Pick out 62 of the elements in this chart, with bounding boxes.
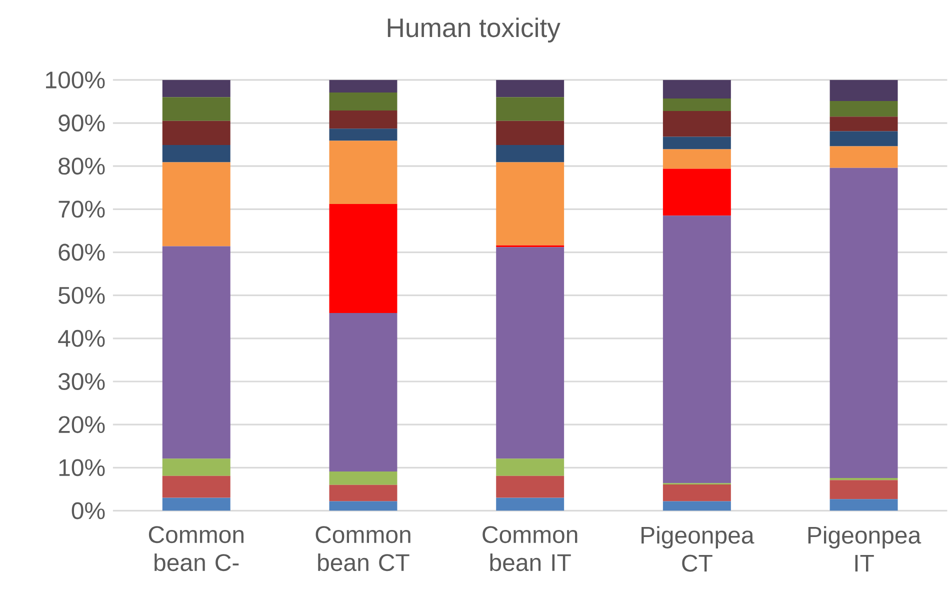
y-tick-label: 30% <box>58 373 105 390</box>
bar <box>329 472 398 486</box>
bar <box>830 101 898 117</box>
bar <box>162 121 230 146</box>
bar <box>662 98 731 112</box>
bar <box>162 498 230 511</box>
bar <box>662 111 731 137</box>
bar <box>162 246 230 459</box>
bar <box>496 80 564 98</box>
y-tick-label: 20% <box>58 416 105 434</box>
bar <box>329 128 398 141</box>
bar <box>830 168 898 478</box>
bar <box>662 149 731 169</box>
y-tick-label: 10% <box>59 459 105 476</box>
bar <box>329 204 398 314</box>
bar <box>830 131 898 146</box>
y-tick-label: 0% <box>72 502 105 520</box>
bar <box>830 116 898 132</box>
bar <box>329 485 398 502</box>
bar <box>329 501 398 511</box>
bar <box>662 168 731 216</box>
bar <box>496 498 564 511</box>
bar <box>496 162 564 246</box>
bar <box>496 476 564 498</box>
y-tick-label: 100% <box>46 72 105 89</box>
x-tick-label: Common bean IT <box>482 526 578 572</box>
x-tick-label: Common bean CT <box>316 526 410 572</box>
bar <box>496 121 564 146</box>
x-tick-label: Common bean C- <box>148 526 244 572</box>
y-tick-label: 60% <box>58 244 105 261</box>
bar <box>162 458 230 476</box>
bar <box>496 145 564 162</box>
x-tick-label: Pigeonpea IT <box>808 526 922 572</box>
y-tick-label: 50% <box>58 286 105 304</box>
bar <box>662 216 731 484</box>
bar <box>662 136 731 150</box>
bar <box>162 476 230 498</box>
bar <box>496 97 564 122</box>
bar <box>162 162 230 246</box>
y-tick-label: 70% <box>58 200 105 218</box>
bar <box>662 80 731 99</box>
y-tick-label: 80% <box>58 158 105 175</box>
chart-title: Human toxicity <box>388 18 560 43</box>
bar <box>496 247 564 459</box>
bar <box>830 146 898 168</box>
y-tick-label: 90% <box>58 114 105 132</box>
x-tick-label: Pigeonpea CT <box>642 526 754 572</box>
bar <box>329 140 398 204</box>
bar <box>162 145 230 162</box>
bar <box>329 313 398 472</box>
bar <box>662 484 731 502</box>
bar <box>496 458 564 476</box>
bar <box>329 110 398 129</box>
bar <box>329 92 398 111</box>
bar <box>329 80 398 93</box>
bar <box>830 480 898 500</box>
bar <box>830 499 898 511</box>
bar <box>162 80 230 98</box>
bar <box>162 97 230 122</box>
bar <box>830 80 898 102</box>
y-tick-label: 40% <box>58 330 105 348</box>
bar <box>662 501 731 511</box>
